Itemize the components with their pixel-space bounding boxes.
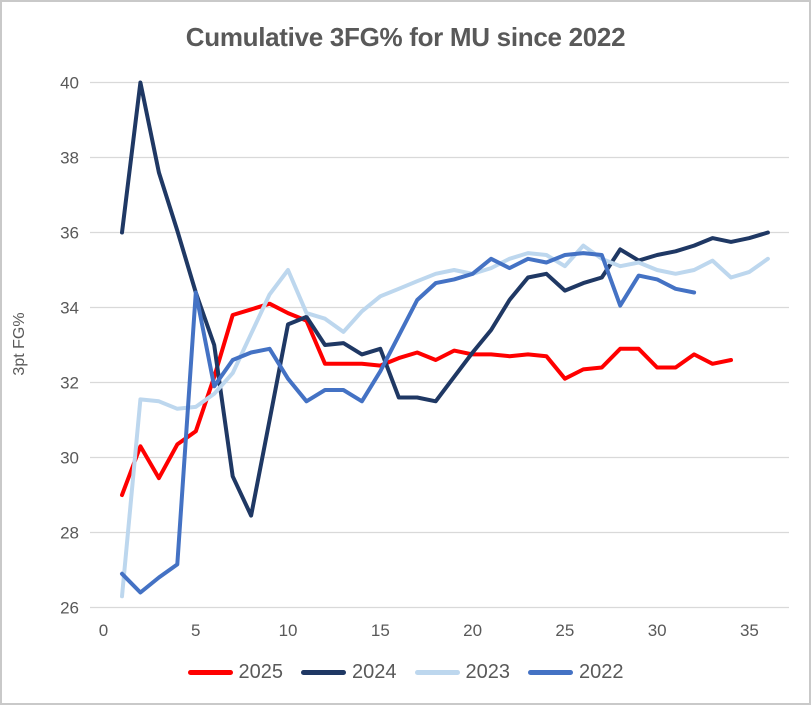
legend-label: 2024 [352,661,397,683]
legend-swatch-2022 [528,670,573,675]
series-line-2022 [120,251,697,595]
legend: 2025 2024 2023 2022 [2,661,809,684]
legend-swatch-2023 [414,670,460,675]
x-tick-label: 30 [648,621,667,640]
x-tick-label: 15 [371,621,390,640]
y-tick-label: 38 [60,149,79,168]
legend-item-2023: 2023 [414,661,511,684]
y-tick-label: 40 [60,74,79,93]
x-tick-label: 5 [191,621,200,640]
legend-label: 2025 [238,661,284,683]
x-tick-label: 20 [463,621,482,640]
x-tick-label: 10 [279,621,298,640]
y-tick-label: 34 [60,299,79,318]
series-line-2025 [120,301,733,497]
chart-title: Cumulative 3FG% for MU since 2022 [185,22,626,52]
legend-swatch-2025 [187,670,233,675]
y-tick-label: 36 [60,224,79,243]
y-tick-label: 28 [60,524,79,543]
x-tick-label: 0 [99,621,108,640]
legend-swatch-2024 [301,670,346,675]
y-tick-label: 26 [60,599,79,618]
legend-item-2024: 2024 [301,661,397,684]
legend-item-2025: 2025 [187,661,284,684]
series-line-2023 [120,243,770,599]
x-tick-label: 25 [555,621,574,640]
series-line-2024 [120,80,770,518]
y-tick-label: 32 [60,374,79,393]
x-tick-label: 35 [740,621,759,640]
legend-label: 2022 [579,661,624,683]
legend-item-2022: 2022 [528,661,624,684]
legend-label: 2023 [465,661,511,683]
y-tick-label: 30 [60,449,79,468]
